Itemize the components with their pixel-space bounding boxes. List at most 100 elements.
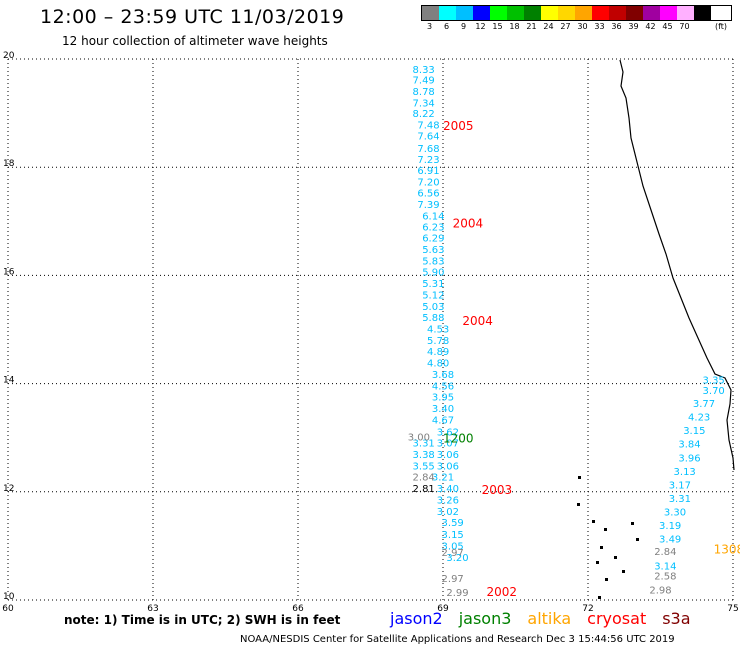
island-mark (614, 556, 617, 559)
data-point-label: 3.31 (669, 494, 691, 505)
island-mark (604, 528, 607, 531)
satellite-legend: jason2 jason3 altika cryosat s3a (390, 609, 707, 628)
data-point-label: 2.98 (649, 585, 671, 596)
legend-swatch (456, 6, 473, 20)
x-tick-label: 75 (727, 604, 738, 614)
legend-swatch (490, 6, 507, 20)
legend-swatch (609, 6, 626, 20)
data-point-label: 8.22 (413, 109, 435, 120)
data-point-label: 3.96 (678, 453, 700, 464)
time-annotation: 2002 (487, 585, 518, 599)
x-tick-label: 66 (292, 604, 304, 614)
data-point-label: 3.31 (413, 439, 435, 450)
data-point-label: 3.21 (432, 473, 454, 484)
island-mark (636, 538, 639, 541)
legend-swatch (439, 6, 456, 20)
data-point-label: 2.58 (654, 572, 676, 583)
data-point-label: 7.64 (417, 131, 439, 142)
data-point-label: 3.49 (659, 534, 681, 545)
time-annotation: 1200 (443, 431, 474, 445)
data-point-label: 4.56 (432, 381, 454, 392)
data-point-label: 5.83 (422, 256, 444, 267)
time-annotation: 2003 (482, 483, 513, 497)
legend-swatches (421, 5, 732, 21)
data-point-label: 7.68 (417, 144, 439, 155)
data-point-label: 5.88 (422, 313, 444, 324)
data-point-label: 3.15 (442, 530, 464, 541)
data-point-label: 2.97 (442, 548, 464, 559)
data-point-label: 7.23 (417, 155, 439, 166)
data-point-label: 3.17 (669, 480, 691, 491)
legend-label: 36 (611, 22, 622, 31)
data-point-label: 3.07 (437, 439, 459, 450)
data-point-label: 5.78 (427, 336, 449, 347)
satellite-label: cryosat (587, 609, 647, 628)
data-point-label: 4.89 (427, 347, 449, 358)
data-point-label: 7.39 (417, 200, 439, 211)
data-point-label: 5.03 (422, 302, 444, 313)
legend-label: 30 (577, 22, 588, 31)
legend-label: 45 (662, 22, 673, 31)
data-point-label: 8.33 (413, 65, 435, 76)
legend-swatch (626, 6, 643, 20)
data-point-label: 2.84 (413, 473, 435, 484)
page-title: 12:00 – 23:59 UTC 11/03/2019 (40, 6, 345, 28)
data-point-label: 3.06 (437, 450, 459, 461)
legend-label: 21 (526, 22, 537, 31)
page-subtitle: 12 hour collection of altimeter wave hei… (62, 34, 328, 48)
data-point-label: 5.90 (422, 268, 444, 279)
data-point-label: 2.99 (446, 588, 468, 599)
legend-swatch (524, 6, 541, 20)
legend-swatch (643, 6, 660, 20)
island-mark (622, 570, 625, 573)
data-point-label: 3.00 (408, 433, 430, 444)
data-point-label: 3.40 (432, 404, 454, 415)
data-point-label: 3.05 (442, 541, 464, 552)
legend-label: 24 (543, 22, 554, 31)
data-point-label: 3.35 (703, 375, 725, 386)
data-point-label: 3.68 (432, 370, 454, 381)
x-tick-label: 69 (437, 604, 449, 614)
data-point-label: 4.67 (432, 415, 454, 426)
island-mark (605, 578, 608, 581)
data-point-label: 3.40 (437, 484, 459, 495)
data-point-label: 6.29 (422, 234, 444, 245)
legend-label: 42 (645, 22, 656, 31)
data-point-label: 7.48 (417, 121, 439, 132)
data-point-label: 3.77 (693, 399, 715, 410)
island-mark (592, 520, 595, 523)
satellite-label: s3a (662, 609, 691, 628)
legend-swatch (558, 6, 575, 20)
data-point-label: 5.12 (422, 290, 444, 301)
x-tick-label: 63 (147, 604, 158, 614)
data-point-label: 4.53 (427, 325, 449, 336)
data-point-label: 3.30 (664, 507, 686, 518)
data-point-label: 3.62 (437, 427, 459, 438)
data-point-label: 2.84 (654, 547, 676, 558)
island-mark (578, 476, 581, 479)
footer-note: note: 1) Time is in UTC; 2) SWH is in fe… (64, 613, 341, 627)
legend-label: 15 (492, 22, 503, 31)
data-point-label: 3.70 (703, 386, 725, 397)
data-point-label: 3.59 (442, 518, 464, 529)
data-point-label: 6.91 (417, 166, 439, 177)
island-mark (577, 503, 580, 506)
data-point-label: 3.26 (437, 495, 459, 506)
satellite-label: jason3 (458, 609, 512, 628)
footer-credit: NOAA/NESDIS Center for Satellite Applica… (240, 634, 675, 645)
time-annotation: 2004 (462, 314, 493, 328)
legend-swatch (660, 6, 677, 20)
legend-label: 12 (475, 22, 486, 31)
legend-label: 9 (460, 22, 467, 31)
legend-swatch (422, 6, 439, 20)
data-point-label: 7.34 (413, 98, 435, 109)
legend-swatch (541, 6, 558, 20)
data-point-label: 2.97 (442, 574, 464, 585)
legend-label: 39 (628, 22, 639, 31)
data-point-label: 3.38 (413, 450, 435, 461)
x-tick-label: 60 (2, 604, 14, 614)
legend-label: 33 (594, 22, 605, 31)
legend-swatch (677, 6, 694, 20)
data-point-label: 3.19 (659, 521, 681, 532)
